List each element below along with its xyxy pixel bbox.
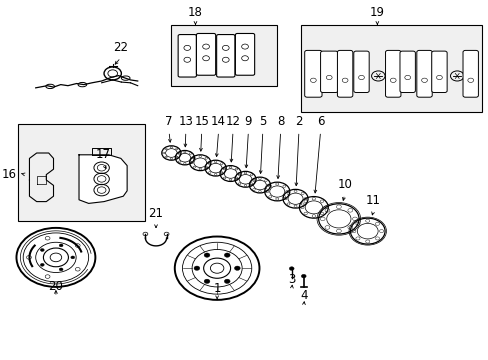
- Text: 17: 17: [95, 148, 110, 161]
- Text: 15: 15: [194, 115, 209, 128]
- Circle shape: [194, 266, 200, 270]
- FancyBboxPatch shape: [353, 51, 368, 93]
- FancyBboxPatch shape: [385, 50, 400, 97]
- Bar: [19, 124, 144, 221]
- Circle shape: [41, 248, 44, 251]
- Ellipse shape: [121, 76, 130, 80]
- Text: 4: 4: [299, 289, 307, 302]
- Bar: [171, 25, 277, 86]
- FancyBboxPatch shape: [304, 50, 322, 97]
- Text: 19: 19: [369, 6, 384, 19]
- FancyBboxPatch shape: [320, 51, 337, 93]
- Ellipse shape: [46, 84, 54, 89]
- FancyBboxPatch shape: [235, 33, 254, 75]
- Text: 2: 2: [295, 115, 302, 128]
- Circle shape: [71, 256, 75, 259]
- FancyBboxPatch shape: [431, 51, 446, 93]
- FancyBboxPatch shape: [178, 35, 196, 77]
- Text: 5: 5: [259, 115, 266, 128]
- Text: 20: 20: [48, 280, 63, 293]
- FancyBboxPatch shape: [337, 50, 352, 97]
- Circle shape: [203, 253, 209, 257]
- Text: 22: 22: [113, 41, 128, 54]
- FancyBboxPatch shape: [416, 50, 431, 97]
- Text: 1: 1: [213, 282, 221, 295]
- Circle shape: [234, 266, 240, 270]
- Text: 13: 13: [178, 115, 193, 128]
- Text: 11: 11: [365, 194, 380, 207]
- Circle shape: [59, 268, 63, 271]
- Circle shape: [224, 279, 230, 283]
- FancyBboxPatch shape: [196, 33, 215, 75]
- Ellipse shape: [78, 82, 86, 87]
- Text: 14: 14: [211, 115, 225, 128]
- Text: 8: 8: [276, 115, 284, 128]
- Text: 7: 7: [165, 115, 172, 128]
- Circle shape: [203, 279, 209, 283]
- Circle shape: [224, 253, 230, 257]
- Circle shape: [59, 244, 63, 247]
- Text: 6: 6: [316, 115, 324, 128]
- Text: 9: 9: [244, 115, 252, 128]
- FancyBboxPatch shape: [216, 35, 234, 77]
- Text: 18: 18: [188, 6, 203, 19]
- Circle shape: [301, 274, 305, 278]
- Text: 10: 10: [337, 178, 351, 191]
- Circle shape: [41, 264, 44, 266]
- Bar: [301, 25, 481, 112]
- FancyBboxPatch shape: [399, 51, 414, 93]
- FancyBboxPatch shape: [462, 50, 477, 97]
- Polygon shape: [79, 155, 127, 203]
- Text: 21: 21: [148, 207, 163, 220]
- Text: 12: 12: [225, 115, 240, 128]
- Circle shape: [289, 267, 293, 270]
- Text: 3: 3: [287, 273, 295, 286]
- Text: 16: 16: [2, 168, 17, 181]
